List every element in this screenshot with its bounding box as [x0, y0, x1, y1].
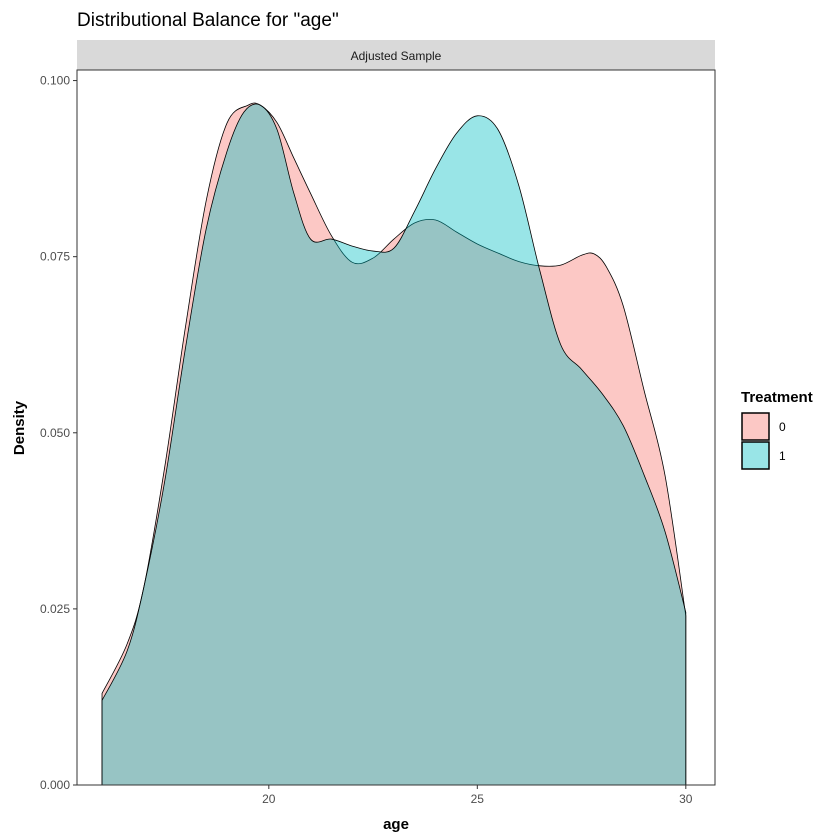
x-tick-label: 20: [262, 792, 276, 806]
y-axis: 0.000 0.025 0.050 0.075 0.100: [40, 74, 77, 792]
density-area-treatment-1: [101, 103, 687, 786]
y-tick-label: 0.025: [40, 602, 70, 616]
facet-strip: Adjusted Sample: [77, 40, 715, 70]
x-tick-label: 25: [471, 792, 485, 806]
legend-key-1: [741, 441, 770, 470]
y-tick-label: 0.000: [40, 778, 70, 792]
x-axis: 20 25 30: [262, 785, 693, 806]
y-tick-label: 0.100: [40, 74, 70, 88]
density-area-treatment-0: [101, 102, 687, 786]
y-axis-title: Density: [11, 400, 28, 455]
y-tick-label: 0.050: [40, 426, 70, 440]
y-tick-label: 0.075: [40, 250, 70, 264]
legend: Treatment 0 1: [741, 389, 813, 470]
x-axis-title: age: [383, 816, 409, 833]
legend-key-0: [741, 412, 770, 441]
density-areas: [101, 102, 687, 786]
facet-strip-background: [77, 40, 715, 70]
panel-border: [76, 69, 716, 786]
x-tick-label: 30: [679, 792, 693, 806]
facet-strip-label: Adjusted Sample: [351, 49, 442, 63]
legend-title: Treatment: [741, 389, 813, 406]
legend-label-1: 1: [779, 449, 786, 463]
legend-label-0: 0: [779, 420, 786, 434]
chart-title: Distributional Balance for "age": [77, 10, 339, 31]
